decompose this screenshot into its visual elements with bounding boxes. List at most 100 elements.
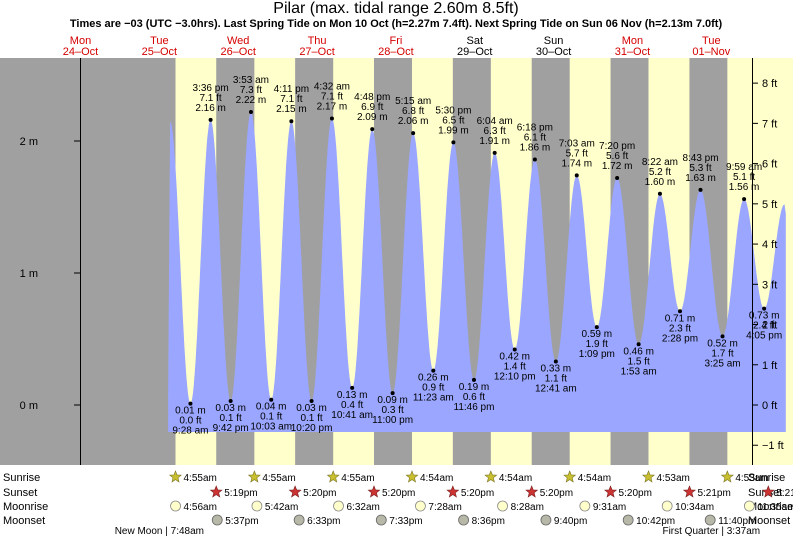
tide-label: 1.86 m	[520, 142, 551, 153]
tide-point	[677, 309, 682, 314]
tide-label: 0.33 m	[541, 363, 572, 374]
tide-label: 1.7 ft	[711, 348, 733, 359]
tide-label: 11:23 am	[413, 393, 454, 404]
tide-curve	[168, 112, 786, 432]
day-date: 28–Oct	[378, 46, 413, 58]
tide-point	[742, 197, 747, 202]
y-tick-label-right: −1 ft	[762, 440, 784, 452]
day-name: Mon	[622, 35, 643, 47]
moon-phase-label: First Quarter | 3:37am	[662, 526, 760, 537]
y-tick-label-right: 7 ft	[762, 118, 777, 130]
tide-label: 1.9 ft	[586, 339, 608, 350]
sunset-time: 5:20pm	[303, 488, 336, 499]
tide-label: 2.22 m	[236, 95, 267, 106]
tide-label: 1.99 m	[438, 125, 469, 136]
sunset-time: 5:20pm	[382, 488, 415, 499]
tide-point	[471, 377, 476, 382]
tide-label: 5.7 ft	[566, 148, 588, 159]
tide-point	[720, 334, 725, 339]
row-label-left: Moonrise	[3, 501, 48, 513]
moonset-icon	[540, 514, 552, 526]
sunrise-icon	[405, 470, 419, 483]
tide-label: 0.52 m	[707, 338, 738, 349]
moonset-time: 10:42pm	[636, 516, 675, 527]
tide-label: 0.9 ft	[422, 383, 444, 394]
sunrise-icon	[484, 470, 498, 483]
tide-label: 11:00 pm	[372, 415, 413, 426]
tide-label: 9:42 pm	[213, 423, 249, 434]
tide-point	[451, 140, 456, 145]
tide-label: 7.1 ft	[280, 94, 302, 105]
tide-point	[289, 119, 294, 124]
tide-label: 6.1 ft	[524, 132, 546, 143]
day-name: Sun	[544, 35, 564, 47]
y-tick-label-right: 1 ft	[762, 360, 777, 372]
day-date: 31–Oct	[615, 46, 650, 58]
tide-point	[350, 385, 355, 390]
tide-label: 0.59 m	[582, 329, 613, 340]
tide-point	[512, 347, 517, 352]
tide-label: 4:48 pm	[354, 92, 390, 103]
day-date: 30–Oct	[536, 46, 571, 58]
y-tick-label-right: 8 ft	[762, 78, 777, 90]
tide-label: 0.13 m	[337, 390, 368, 401]
tide-label: 10:03 am	[250, 422, 292, 433]
tide-label: 1.91 m	[479, 136, 510, 147]
tide-point	[329, 116, 334, 121]
sunrise-icon	[326, 470, 340, 483]
sunrise-time: 4:54am	[499, 473, 532, 484]
moonrise-time: 4:56am	[184, 502, 217, 513]
tide-label: 0.01 m	[175, 406, 206, 417]
tide-label: 3:53 am	[233, 75, 269, 86]
sunrise-time: 4:54am	[420, 473, 453, 484]
tide-point	[636, 342, 641, 347]
tide-label: 5.2 ft	[649, 167, 671, 178]
day-date: 24–Oct	[63, 46, 98, 58]
tide-label: 0.1 ft	[260, 412, 282, 423]
tide-label: 5.1 ft	[733, 172, 755, 183]
tide-label: 1.4 ft	[504, 362, 526, 373]
day-date: 26–Oct	[220, 46, 255, 58]
tide-label: 2.16 m	[195, 103, 226, 114]
moonrise-icon	[415, 500, 426, 512]
tide-point	[553, 359, 558, 364]
tide-label: 10:41 am	[331, 410, 373, 421]
tide-label: 0.19 m	[459, 382, 490, 393]
tide-label: 1:53 am	[621, 366, 657, 377]
y-tick-label-right: 3 ft	[762, 279, 777, 291]
sunrise-icon	[169, 470, 182, 483]
tide-label: 2.4 ft	[753, 321, 775, 332]
tide-label: 2.15 m	[276, 104, 307, 115]
sunrise-time: 4:54am	[578, 473, 611, 484]
sunset-time: 5:19pm	[224, 488, 257, 499]
tide-label: 2:28 pm	[662, 333, 698, 344]
moonrise-time: 9:31am	[593, 502, 626, 513]
tide-label: 1.60 m	[645, 177, 676, 188]
tide-label: 7.1 ft	[321, 92, 343, 103]
tide-label: 5.3 ft	[689, 163, 711, 174]
tide-label: 7.1 ft	[199, 93, 221, 104]
tide-label: 4:11 pm	[274, 84, 309, 95]
moonset-icon	[704, 514, 716, 526]
day-name: Wed	[227, 35, 249, 47]
moonrise-icon	[333, 500, 344, 512]
tide-label: 11:46 pm	[454, 402, 495, 413]
tide-label: 1.5 ft	[628, 356, 650, 367]
y-tick-label-left: 2 m	[20, 136, 38, 148]
tide-point	[762, 306, 767, 311]
sunset-icon	[604, 485, 618, 498]
tide-label: 2.17 m	[317, 102, 348, 113]
sunset-icon	[209, 485, 223, 498]
moon-phase-label: New Moon | 7:48am	[115, 526, 204, 537]
tide-point	[492, 150, 497, 155]
tide-point	[390, 391, 395, 396]
tide-point	[431, 368, 436, 373]
row-label-left: Sunrise	[3, 472, 40, 484]
tide-point	[309, 399, 314, 404]
tide-point	[208, 117, 213, 122]
tide-extremes: 0.01 m0.0 ft9:28 am3:36 pm7.1 ft2.16 m0.…	[172, 75, 782, 437]
day-date: 27–Oct	[299, 46, 334, 58]
tide-label: 0.09 m	[377, 395, 408, 406]
moonrise-icon	[251, 500, 263, 512]
